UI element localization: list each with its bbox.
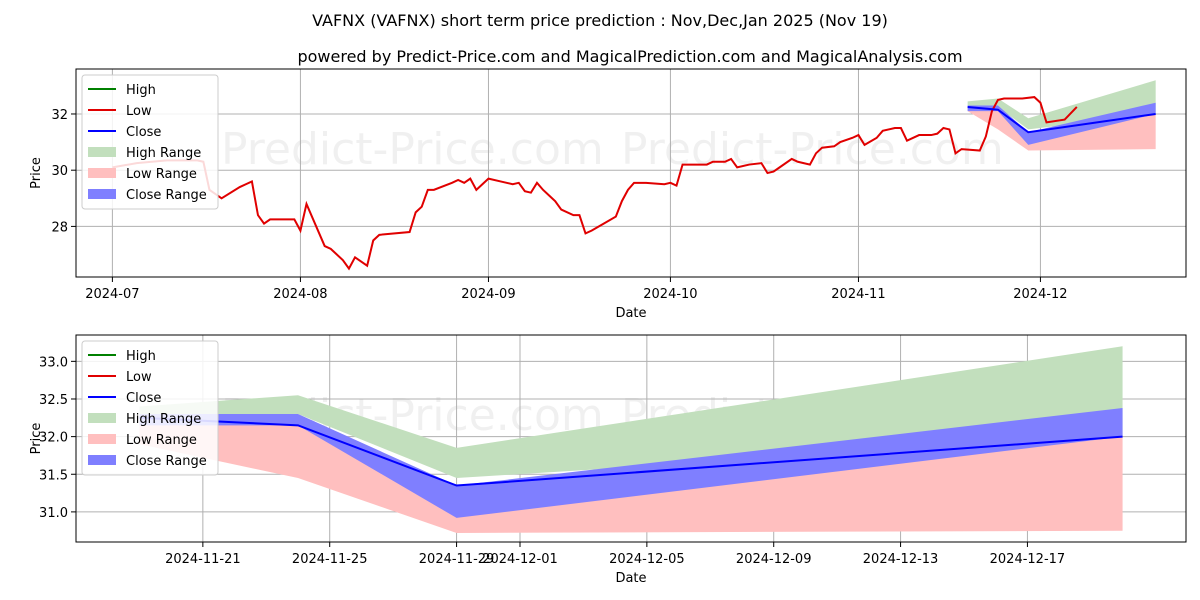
legend-swatch-patch [88,455,116,465]
legend-label: High Range [126,412,201,427]
legend: High Low Close High Range Low Range Close Ran… [81,74,219,210]
legend-label: Close Range [126,188,207,203]
watermark: Predict-Price.com [221,274,604,325]
x-tick-label: 2024-12-17 [990,552,1066,567]
legend-label: Close [126,391,161,406]
legend-label: High Range [126,146,201,161]
legend-label: Low Range [126,433,197,448]
close-series-line [967,105,1156,134]
legend-label: Low [126,104,152,119]
y-axis-label: Price [29,157,44,189]
legend-swatch-patch [88,189,116,199]
x-tick-label: 2024-12-01 [482,552,558,567]
legend-swatch-patch [88,413,116,423]
y-tick-label: 31.0 [39,506,68,521]
x-tick-label: 2024-11 [831,287,885,302]
y-tick-label: 33.0 [39,355,68,370]
close-range-band [967,102,1156,145]
x-tick-label: 2024-11-25 [292,552,368,567]
watermark: Predict-Price.com [621,274,1004,325]
plot-frame [75,68,1187,278]
x-tick-label: 2024-11-29 [419,552,495,567]
close-series-line [139,416,1123,487]
x-tick-label: 2024-12-13 [863,552,939,567]
legend: High Low Close High Range Low Range Close Ran… [81,340,219,476]
legend-label: Low [126,370,152,385]
legend-label: High [126,349,156,364]
legend-label: Low Range [126,167,197,182]
close-range-band [139,408,1123,518]
top-panel: Predict-Price.com Predict-Price.com Predic… [29,68,1187,325]
x-tick-label: 2024-10 [643,287,697,302]
x-tick-label: 2024-08 [273,287,327,302]
y-tick-label: 32.5 [39,393,68,408]
x-tick-label: 2024-07 [85,287,139,302]
legend-swatch-patch [88,168,116,178]
x-axis-label: Date [615,571,646,586]
y-tick-label: 32 [51,108,68,123]
watermark-group: Predict-Price.com Predict-Price.com Predic… [221,124,1004,325]
y-tick-label: 30 [51,164,68,179]
watermark: Predict-Price.com [221,540,604,591]
legend-label: Close [126,125,161,140]
plot-frame [75,334,1187,543]
x-tick-label: 2024-12-05 [609,552,685,567]
y-tick-label: 31.5 [39,468,68,483]
x-tick-label: 2024-11-21 [165,552,241,567]
legend-swatch-patch [88,147,116,157]
watermark: Predict-Price.com [621,540,1004,591]
x-axis-label: Date [615,306,646,321]
x-tick-label: 2024-09 [461,287,515,302]
chart-title: VAFNX (VAFNX) short term price predictio… [312,11,888,30]
x-tick-label: 2024-12-09 [736,552,812,567]
legend-label: Close Range [126,454,207,469]
y-axis-label: Price [29,423,44,455]
legend-label: High [126,83,156,98]
chart-subtitle: powered by Predict-Price.com and Magical… [297,47,962,66]
watermark: Predict-Price.com [621,124,1004,175]
y-tick-label: 28 [51,220,68,235]
legend-swatch-patch [88,434,116,444]
x-tick-label: 2024-12 [1013,287,1067,302]
low-series-line [112,96,1078,271]
y-tick-label: 32.0 [39,431,68,446]
watermark: Predict-Price.com [221,124,604,175]
